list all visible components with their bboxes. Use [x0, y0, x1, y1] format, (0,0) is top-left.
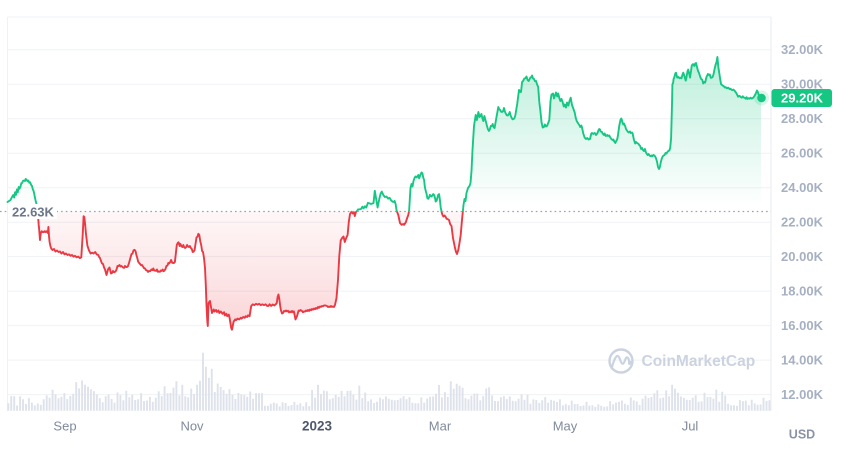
svg-text:May: May: [553, 419, 578, 434]
svg-text:Mar: Mar: [429, 419, 452, 434]
svg-text:22.00K: 22.00K: [781, 215, 824, 230]
svg-text:USD: USD: [789, 428, 815, 442]
svg-text:26.00K: 26.00K: [781, 146, 824, 161]
svg-text:Nov: Nov: [180, 419, 204, 434]
svg-text:20.00K: 20.00K: [781, 249, 824, 264]
svg-text:24.00K: 24.00K: [781, 180, 824, 195]
svg-text:22.63K: 22.63K: [12, 205, 55, 220]
svg-text:18.00K: 18.00K: [781, 284, 824, 299]
svg-text:16.00K: 16.00K: [781, 318, 824, 333]
svg-text:29.20K: 29.20K: [781, 91, 824, 106]
svg-text:Sep: Sep: [53, 419, 76, 434]
svg-text:CoinMarketCap: CoinMarketCap: [642, 353, 756, 370]
svg-text:Jul: Jul: [682, 419, 699, 434]
svg-text:14.00K: 14.00K: [781, 353, 824, 368]
svg-text:32.00K: 32.00K: [781, 42, 824, 57]
svg-text:28.00K: 28.00K: [781, 111, 824, 126]
svg-text:2023: 2023: [302, 419, 333, 434]
svg-text:12.00K: 12.00K: [781, 387, 824, 402]
svg-text:30.00K: 30.00K: [781, 77, 824, 92]
